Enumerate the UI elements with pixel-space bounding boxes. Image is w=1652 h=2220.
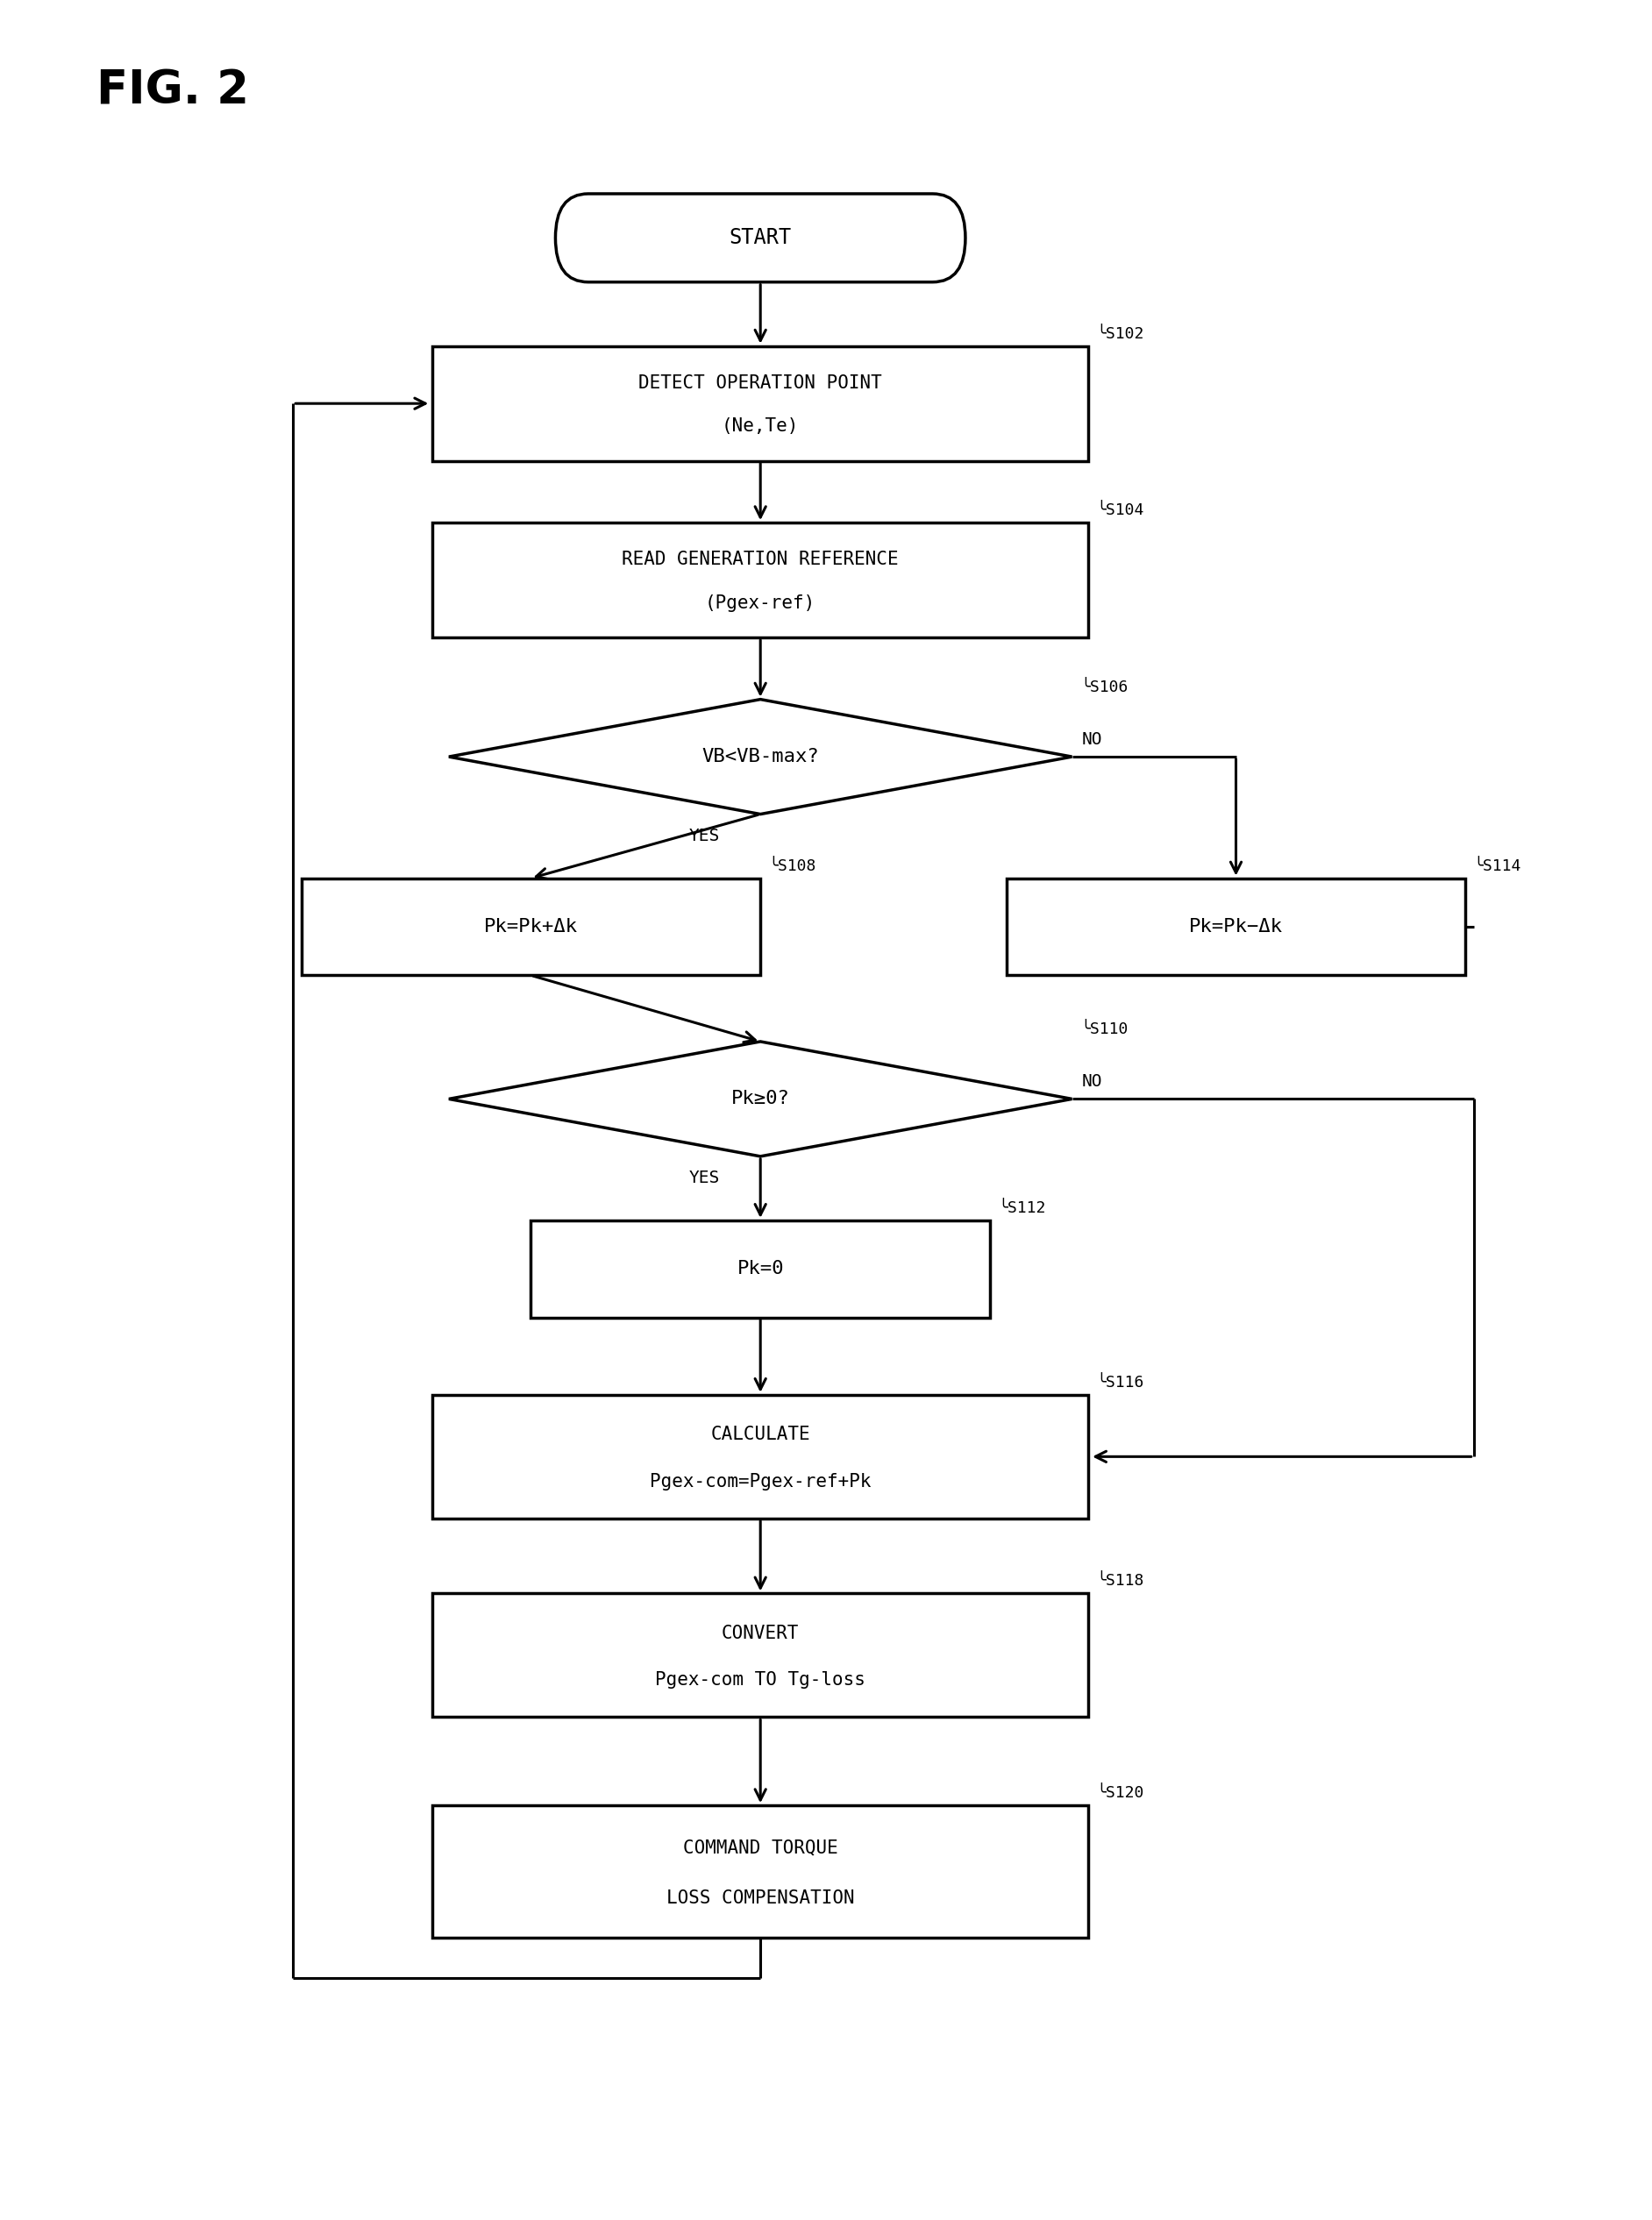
Bar [301, 879, 760, 975]
Text: START: START [729, 226, 791, 249]
Text: ╰S106: ╰S106 [1080, 679, 1128, 695]
Text: Pgex-com TO Tg-loss: Pgex-com TO Tg-loss [656, 1672, 866, 1689]
Text: CONVERT: CONVERT [722, 1625, 800, 1643]
Text: ╰S110: ╰S110 [1080, 1021, 1128, 1037]
Text: YES: YES [689, 828, 719, 844]
Polygon shape [449, 1041, 1072, 1157]
Bar [433, 346, 1089, 462]
Text: ╰S116: ╰S116 [1097, 1374, 1145, 1390]
Text: ╰S102: ╰S102 [1097, 326, 1145, 342]
Bar [433, 522, 1089, 637]
Text: YES: YES [689, 1170, 719, 1185]
Text: Pk=Pk−Δk: Pk=Pk−Δk [1189, 919, 1284, 935]
Bar [1006, 879, 1465, 975]
Bar [530, 1221, 990, 1316]
Text: DETECT OPERATION POINT: DETECT OPERATION POINT [639, 373, 882, 391]
Text: READ GENERATION REFERENCE: READ GENERATION REFERENCE [623, 551, 899, 568]
Text: VB<VB-max?: VB<VB-max? [702, 748, 819, 766]
Text: Pk=0: Pk=0 [737, 1261, 783, 1279]
Bar [433, 1394, 1089, 1518]
FancyBboxPatch shape [555, 193, 965, 282]
Text: ╰S104: ╰S104 [1097, 502, 1145, 517]
Polygon shape [449, 699, 1072, 815]
Bar [433, 1805, 1089, 1938]
Text: ╰S114: ╰S114 [1474, 857, 1521, 875]
Text: (Pgex-ref): (Pgex-ref) [705, 595, 816, 613]
Bar [433, 1594, 1089, 1716]
Text: ╰S120: ╰S120 [1097, 1785, 1145, 1800]
Text: NO: NO [1082, 1074, 1102, 1090]
Text: FIG. 2: FIG. 2 [96, 69, 249, 113]
Text: Pk=Pk+Δk: Pk=Pk+Δk [484, 919, 578, 935]
Text: ╰S108: ╰S108 [768, 857, 816, 875]
Text: ╰S118: ╰S118 [1097, 1574, 1145, 1590]
Text: LOSS COMPENSATION: LOSS COMPENSATION [666, 1889, 854, 1907]
Text: ╰S112: ╰S112 [998, 1201, 1046, 1217]
Text: Pk≥0?: Pk≥0? [732, 1090, 790, 1108]
Text: COMMAND TORQUE: COMMAND TORQUE [682, 1838, 838, 1856]
Text: Pgex-com=Pgex-ref+Pk: Pgex-com=Pgex-ref+Pk [649, 1472, 871, 1490]
Text: CALCULATE: CALCULATE [710, 1425, 809, 1443]
Text: (Ne,Te): (Ne,Te) [722, 417, 800, 435]
Text: NO: NO [1082, 730, 1102, 748]
